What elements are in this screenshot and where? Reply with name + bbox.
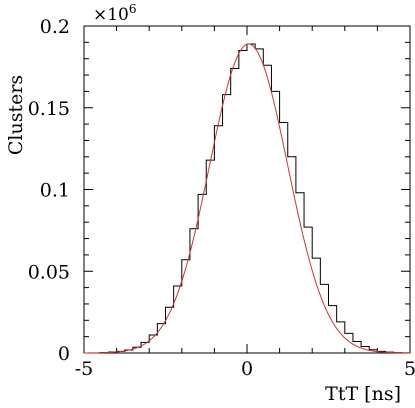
- x-tick-label: 5: [404, 358, 415, 380]
- x-axis-label: TtT [ns]: [325, 383, 401, 405]
- tick-marks: [83, 25, 411, 354]
- y-tick-label: 0.15: [28, 98, 70, 120]
- y-scale-base: ×10: [93, 5, 129, 25]
- plot-frame: [83, 25, 411, 354]
- y-tick-label: 0.1: [40, 180, 70, 202]
- x-tick-label: -5: [75, 358, 94, 380]
- x-tick-label: 0: [241, 358, 253, 380]
- histogram-series: [84, 43, 411, 354]
- gaussian-fit-line: [83, 43, 411, 354]
- y-tick-label: 0: [58, 343, 70, 365]
- y-tick-label: 0.2: [40, 16, 70, 38]
- tick-labels: -5 0 500.050.10.150.2: [28, 16, 415, 380]
- y-scale-multiplier: ×106: [93, 2, 137, 25]
- y-tick-label: 0.05: [28, 261, 70, 283]
- y-scale-exponent: 6: [129, 2, 137, 16]
- y-axis-label: Clusters: [5, 75, 27, 155]
